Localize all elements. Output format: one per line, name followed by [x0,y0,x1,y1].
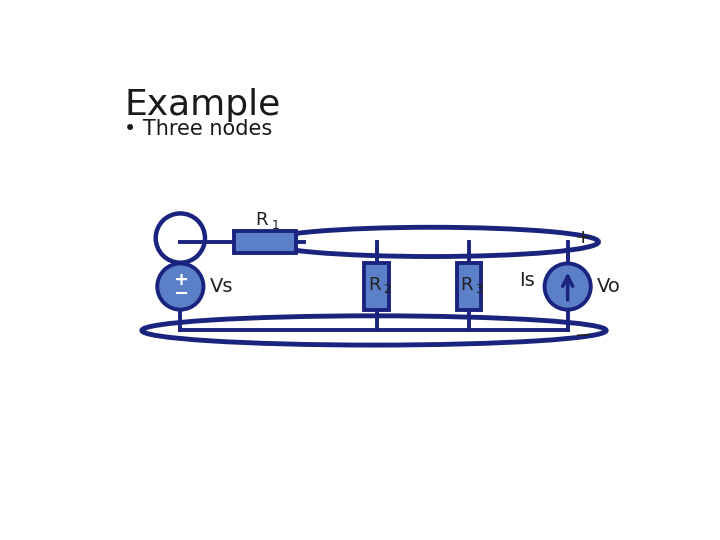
Text: R: R [256,211,269,229]
Ellipse shape [544,264,590,309]
Bar [364,264,389,309]
Text: Example: Example [124,88,280,122]
Bar [456,264,482,309]
Text: R: R [461,276,473,294]
Text: 1: 1 [271,219,279,232]
Bar [234,231,296,253]
Ellipse shape [157,264,204,309]
Ellipse shape [156,213,205,262]
Text: R: R [368,276,381,294]
Text: Vs: Vs [210,277,233,296]
Text: −: − [575,326,592,345]
Text: +: + [173,271,188,288]
Text: 3: 3 [475,283,483,296]
Text: • Three nodes: • Three nodes [124,119,272,139]
Text: +: + [575,228,592,247]
Text: Vo: Vo [597,277,621,296]
Text: −: − [173,285,188,303]
Text: 2: 2 [383,283,391,296]
Text: Is: Is [520,271,535,290]
